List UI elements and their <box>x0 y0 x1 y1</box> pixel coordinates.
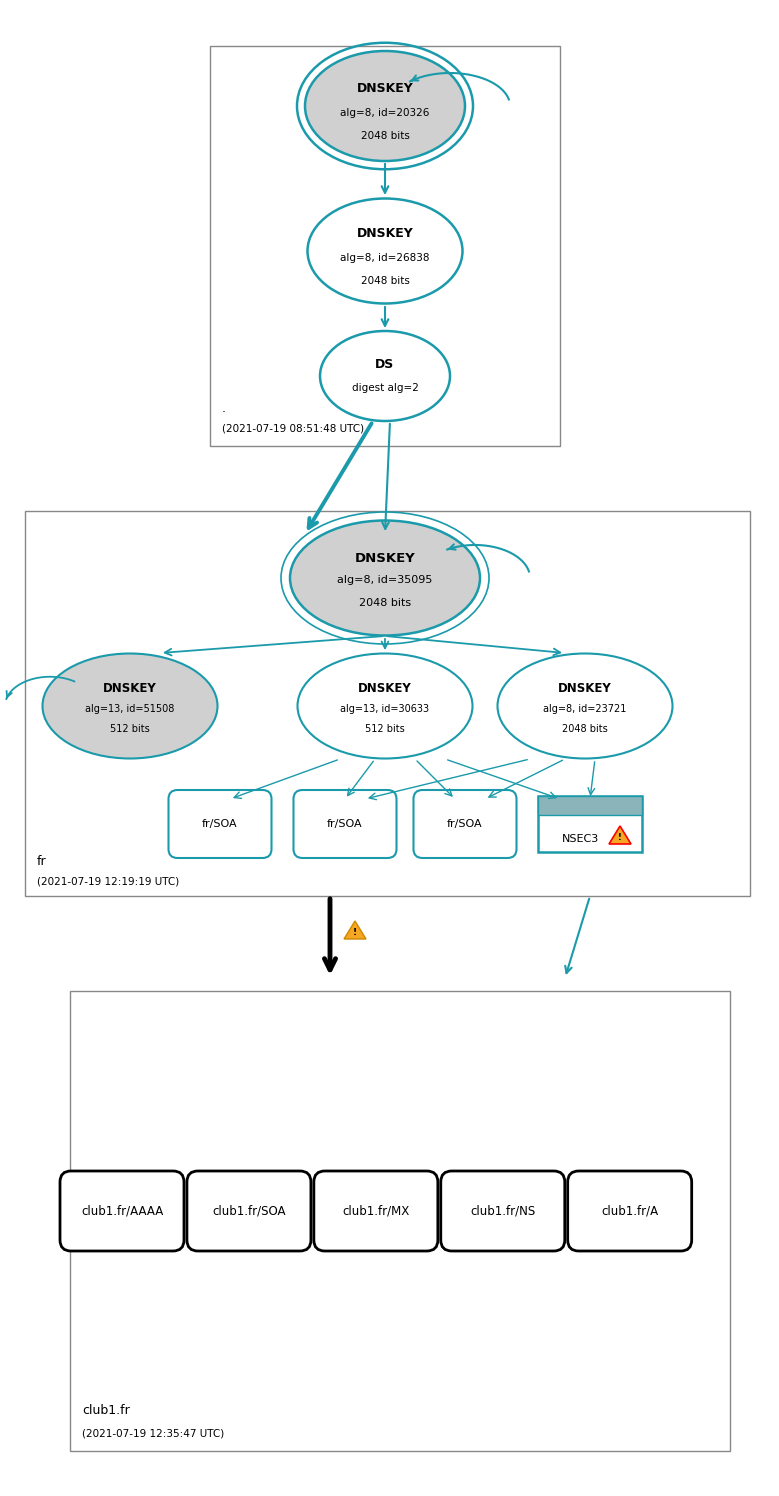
Text: alg=8, id=26838: alg=8, id=26838 <box>340 253 430 263</box>
Polygon shape <box>344 922 366 939</box>
Text: fr/SOA: fr/SOA <box>327 818 363 829</box>
Text: club1.fr/A: club1.fr/A <box>601 1204 658 1218</box>
Text: alg=8, id=35095: alg=8, id=35095 <box>337 574 432 585</box>
FancyBboxPatch shape <box>210 46 560 446</box>
Ellipse shape <box>298 654 473 758</box>
Text: club1.fr/SOA: club1.fr/SOA <box>212 1204 286 1218</box>
Text: digest alg=2: digest alg=2 <box>351 383 418 393</box>
FancyBboxPatch shape <box>314 1171 438 1251</box>
Text: 512 bits: 512 bits <box>365 724 405 735</box>
Text: alg=13, id=30633: alg=13, id=30633 <box>340 705 429 714</box>
Text: !: ! <box>353 928 357 936</box>
Polygon shape <box>609 826 631 844</box>
Text: NSEC3: NSEC3 <box>562 833 598 844</box>
Ellipse shape <box>308 199 463 304</box>
Text: club1.fr/AAAA: club1.fr/AAAA <box>81 1204 163 1218</box>
Ellipse shape <box>320 331 450 420</box>
Text: (2021-07-19 12:19:19 UTC): (2021-07-19 12:19:19 UTC) <box>37 877 179 886</box>
Text: !: ! <box>618 832 622 842</box>
Text: (2021-07-19 08:51:48 UTC): (2021-07-19 08:51:48 UTC) <box>222 423 364 432</box>
FancyBboxPatch shape <box>568 1171 692 1251</box>
Text: 2048 bits: 2048 bits <box>359 598 411 607</box>
Text: DS: DS <box>375 358 395 371</box>
Text: DNSKEY: DNSKEY <box>558 682 612 694</box>
Text: DNSKEY: DNSKEY <box>354 552 415 564</box>
Text: (2021-07-19 12:35:47 UTC): (2021-07-19 12:35:47 UTC) <box>82 1429 224 1438</box>
Text: DNSKEY: DNSKEY <box>358 682 412 694</box>
Text: fr/SOA: fr/SOA <box>447 818 483 829</box>
Text: club1.fr: club1.fr <box>82 1405 130 1418</box>
FancyBboxPatch shape <box>168 790 272 859</box>
Ellipse shape <box>43 654 217 758</box>
FancyBboxPatch shape <box>25 512 750 896</box>
Text: 2048 bits: 2048 bits <box>562 724 608 735</box>
FancyBboxPatch shape <box>70 990 730 1451</box>
FancyBboxPatch shape <box>538 796 642 815</box>
Text: club1.fr/NS: club1.fr/NS <box>471 1204 535 1218</box>
Text: DNSKEY: DNSKEY <box>103 682 157 694</box>
FancyBboxPatch shape <box>294 790 397 859</box>
Text: club1.fr/MX: club1.fr/MX <box>342 1204 410 1218</box>
FancyBboxPatch shape <box>60 1171 184 1251</box>
Ellipse shape <box>305 51 465 162</box>
Text: 512 bits: 512 bits <box>110 724 150 735</box>
Text: DNSKEY: DNSKEY <box>357 81 414 94</box>
FancyBboxPatch shape <box>187 1171 311 1251</box>
Text: 2048 bits: 2048 bits <box>361 132 410 141</box>
Text: fr/SOA: fr/SOA <box>203 818 238 829</box>
FancyBboxPatch shape <box>441 1171 565 1251</box>
Text: DNSKEY: DNSKEY <box>357 226 414 239</box>
Text: 2048 bits: 2048 bits <box>361 275 410 286</box>
Text: .: . <box>222 401 226 414</box>
Ellipse shape <box>290 521 480 636</box>
FancyBboxPatch shape <box>414 790 516 859</box>
FancyBboxPatch shape <box>538 796 642 853</box>
Ellipse shape <box>498 654 672 758</box>
Text: alg=8, id=20326: alg=8, id=20326 <box>340 108 430 118</box>
Text: fr: fr <box>37 854 47 868</box>
Text: alg=13, id=51508: alg=13, id=51508 <box>86 705 174 714</box>
Text: alg=8, id=23721: alg=8, id=23721 <box>543 705 626 714</box>
